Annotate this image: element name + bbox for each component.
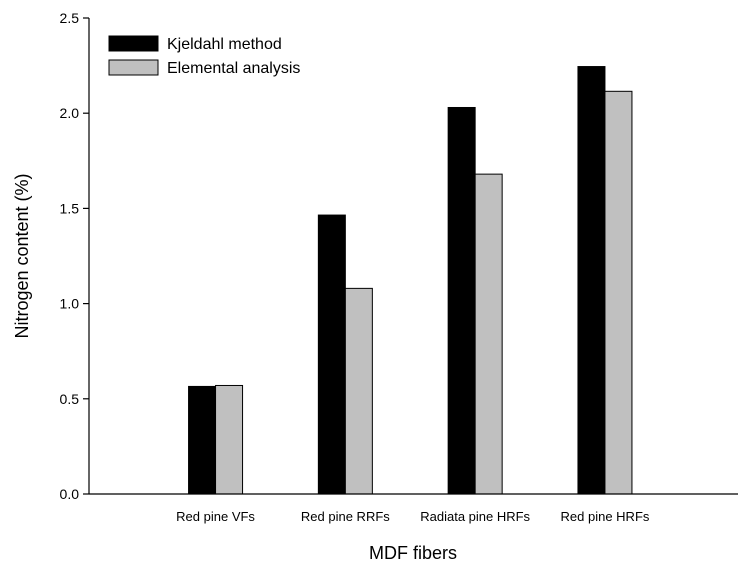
x-ticks: Red pine VFs Red pine RRFs Radiata pine HR… <box>176 509 650 524</box>
y-tick-label: 0.0 <box>60 486 80 502</box>
legend-label: Kjeldahl method <box>167 36 282 53</box>
x-tick-label: Red pine RRFs <box>301 509 390 524</box>
bar <box>188 385 217 495</box>
legend-swatch <box>108 59 159 76</box>
bar <box>474 173 503 495</box>
legend-label: Elemental analysis <box>167 60 300 77</box>
legend-swatch <box>108 35 159 52</box>
y-tick-label: 1.5 <box>60 200 80 216</box>
bar <box>577 66 606 495</box>
bar <box>447 106 476 495</box>
y-ticks: 0.0 0.5 1.0 1.5 2.0 2.5 <box>60 10 89 502</box>
bars <box>188 66 633 495</box>
bar <box>604 90 633 495</box>
x-tick-label: Red pine HRFs <box>561 509 650 524</box>
legend: Kjeldahl method Elemental analysis <box>108 35 300 77</box>
x-tick-label: Red pine VFs <box>176 509 255 524</box>
x-axis-title: MDF fibers <box>369 543 457 563</box>
y-tick-label: 2.0 <box>60 105 80 121</box>
bar <box>215 384 244 495</box>
axes <box>88 18 738 495</box>
bar <box>317 214 346 495</box>
x-tick-label: Radiata pine HRFs <box>420 509 530 524</box>
y-tick-label: 1.0 <box>60 296 80 312</box>
y-axis-title: Nitrogen content (%) <box>12 173 32 338</box>
bar <box>344 287 373 495</box>
y-tick-label: 0.5 <box>60 391 80 407</box>
y-tick-label: 2.5 <box>60 10 80 26</box>
